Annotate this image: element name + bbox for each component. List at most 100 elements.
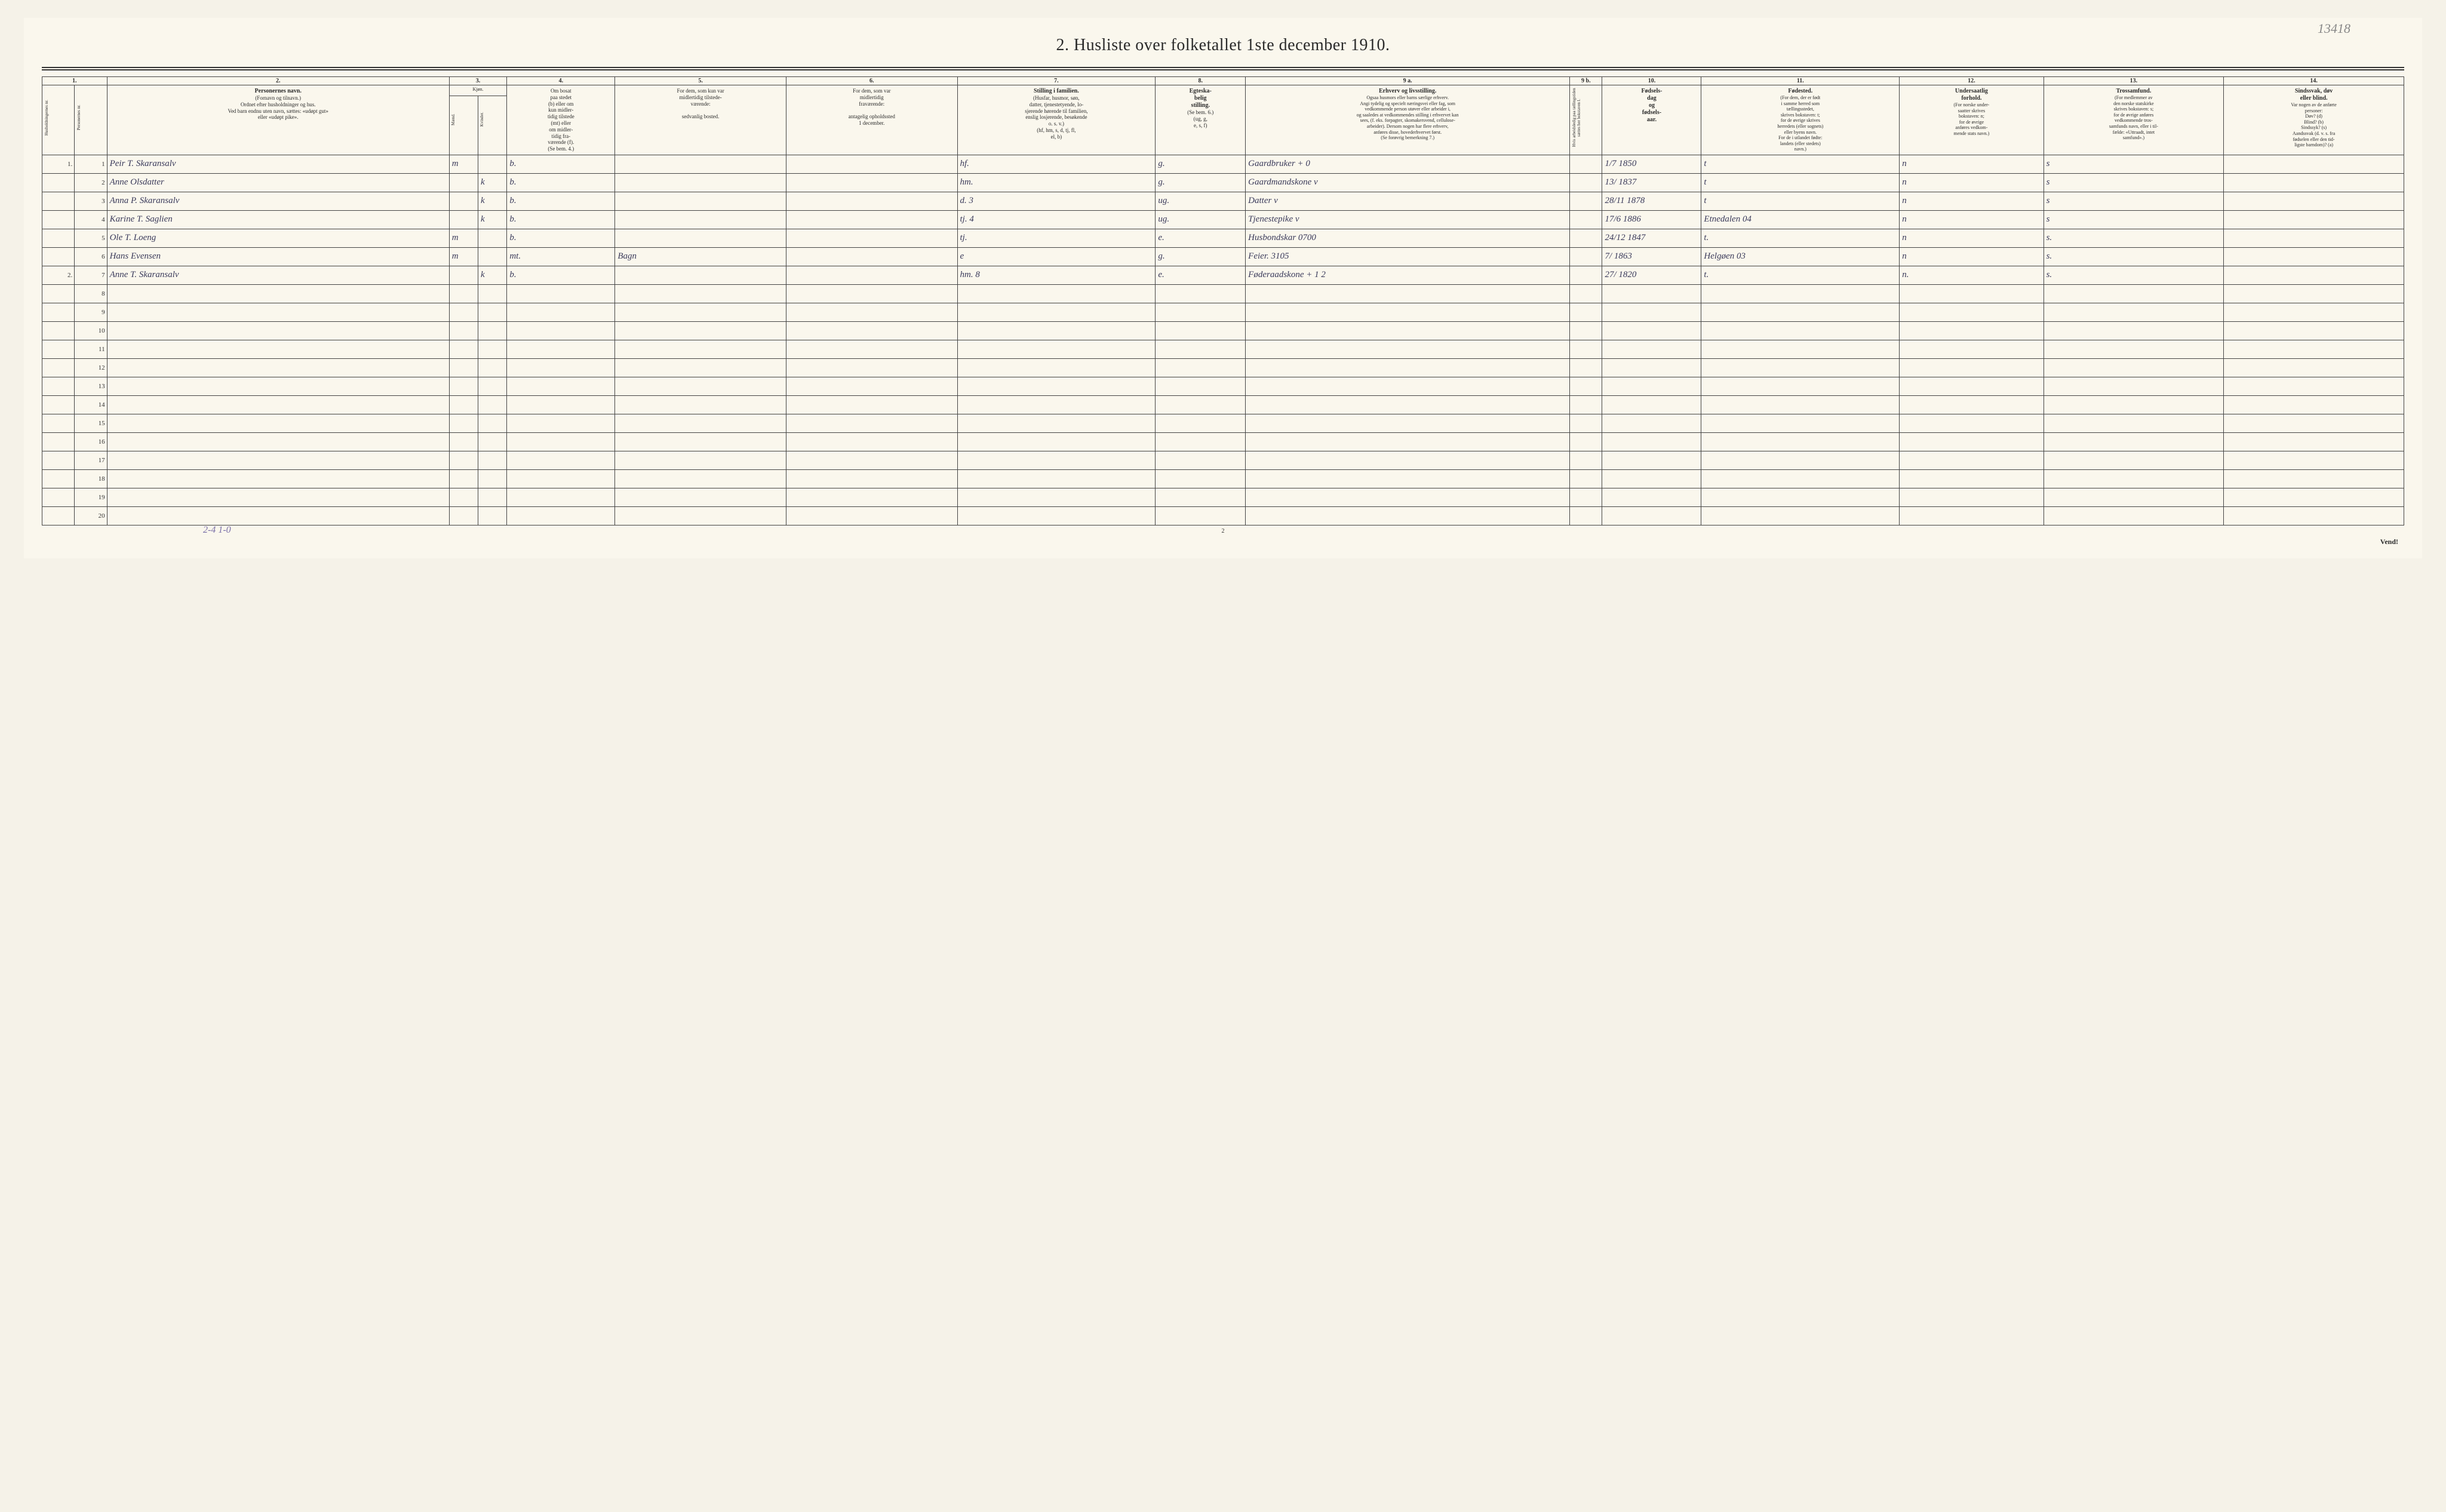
nationality-cell: n: [1900, 210, 2044, 229]
occupation-cell: Datter v: [1246, 192, 1570, 210]
unemployed-cell: [1570, 229, 1602, 247]
marital-cell: [1156, 469, 1246, 488]
temp-present-cell: [615, 210, 786, 229]
occupation-cell: [1246, 377, 1570, 395]
table-row: 12: [42, 358, 2404, 377]
census-page: 13418 2. Husliste over folketallet 1ste …: [24, 18, 2422, 558]
table-row: 19: [42, 488, 2404, 506]
occupation-cell: Husbondskar 0700: [1246, 229, 1570, 247]
nationality-cell: n.: [1900, 266, 2044, 284]
temp-present-cell: [615, 321, 786, 340]
person-nr: 18: [75, 469, 107, 488]
disability-cell: [2224, 229, 2404, 247]
unemployed-cell: [1570, 321, 1602, 340]
disability-cell: [2224, 506, 2404, 525]
table-row: 16: [42, 432, 2404, 451]
person-nr: 1: [75, 155, 107, 173]
name-cell: [107, 506, 449, 525]
residence-cell: b.: [507, 266, 615, 284]
marital-cell: [1156, 340, 1246, 358]
family-pos-cell: tj. 4: [957, 210, 1156, 229]
header-trossamfund: Trossamfund. (For medlemmer av den norsk…: [2044, 85, 2224, 155]
occupation-cell: Gaardbruker + 0: [1246, 155, 1570, 173]
nationality-cell: [1900, 321, 2044, 340]
temp-present-cell: [615, 229, 786, 247]
family-pos-cell: [957, 358, 1156, 377]
household-nr: [42, 469, 75, 488]
unemployed-cell: [1570, 155, 1602, 173]
temp-absent-cell: [786, 229, 957, 247]
unemployed-cell: [1570, 266, 1602, 284]
religion-cell: [2044, 469, 2224, 488]
person-nr: 17: [75, 451, 107, 469]
sex-m-cell: [449, 358, 478, 377]
col-num: 10.: [1602, 77, 1701, 85]
unemployed-cell: [1570, 432, 1602, 451]
occupation-cell: Tjenestepike v: [1246, 210, 1570, 229]
family-pos-cell: d. 3: [957, 192, 1156, 210]
person-nr: 10: [75, 321, 107, 340]
unemployed-cell: [1570, 340, 1602, 358]
name-cell: [107, 414, 449, 432]
temp-absent-cell: [786, 155, 957, 173]
birthdate-cell: [1602, 377, 1701, 395]
unemployed-cell: [1570, 506, 1602, 525]
birthplace-cell: [1701, 340, 1900, 358]
header-sindssvak: Sindssvak, døv eller blind. Var nogen av…: [2224, 85, 2404, 155]
birthdate-cell: [1602, 321, 1701, 340]
unemployed-cell: [1570, 210, 1602, 229]
residence-cell: b.: [507, 155, 615, 173]
household-nr: 1.: [42, 155, 75, 173]
temp-absent-cell: [786, 321, 957, 340]
nationality-cell: n: [1900, 247, 2044, 266]
sex-k-cell: [478, 358, 507, 377]
birthplace-cell: [1701, 488, 1900, 506]
occupation-cell: [1246, 488, 1570, 506]
name-cell: [107, 321, 449, 340]
col-num: 12.: [1900, 77, 2044, 85]
header-bosat: Om bosat paa stedet (b) eller om kun mid…: [507, 85, 615, 155]
birthdate-cell: 17/6 1886: [1602, 210, 1701, 229]
name-cell: [107, 284, 449, 303]
marital-cell: e.: [1156, 229, 1246, 247]
col-num: 9 a.: [1246, 77, 1570, 85]
table-header: 1. 2. 3. 4. 5. 6. 7. 8. 9 a. 9 b. 10. 11…: [42, 77, 2404, 155]
nationality-cell: [1900, 506, 2044, 525]
sex-m-cell: [449, 210, 478, 229]
marital-cell: [1156, 377, 1246, 395]
unemployed-cell: [1570, 192, 1602, 210]
nationality-cell: [1900, 432, 2044, 451]
name-cell: [107, 469, 449, 488]
page-number: 2: [42, 528, 2404, 534]
household-nr: [42, 303, 75, 321]
person-nr: 3: [75, 192, 107, 210]
temp-absent-cell: [786, 173, 957, 192]
temp-present-cell: [615, 358, 786, 377]
sex-k-cell: [478, 469, 507, 488]
birthplace-cell: [1701, 395, 1900, 414]
name-cell: [107, 358, 449, 377]
col-num: 7.: [957, 77, 1156, 85]
household-nr: [42, 414, 75, 432]
occupation-cell: Gaardmandskone v: [1246, 173, 1570, 192]
table-row: 9: [42, 303, 2404, 321]
col-num: 9 b.: [1570, 77, 1602, 85]
disability-cell: [2224, 395, 2404, 414]
temp-absent-cell: [786, 414, 957, 432]
family-pos-cell: [957, 340, 1156, 358]
disability-cell: [2224, 284, 2404, 303]
sex-k-cell: [478, 303, 507, 321]
table-row: 20: [42, 506, 2404, 525]
header-arbeidsledig: Hvis arbeidsledig paa tællingstiden sætt…: [1570, 85, 1602, 155]
disability-cell: [2224, 210, 2404, 229]
sex-k-cell: [478, 414, 507, 432]
marital-cell: [1156, 488, 1246, 506]
birthplace-cell: t.: [1701, 266, 1900, 284]
household-nr: [42, 340, 75, 358]
birthplace-cell: t: [1701, 155, 1900, 173]
col-num: 13.: [2044, 77, 2224, 85]
temp-absent-cell: [786, 377, 957, 395]
disability-cell: [2224, 432, 2404, 451]
religion-cell: s: [2044, 155, 2224, 173]
temp-absent-cell: [786, 284, 957, 303]
